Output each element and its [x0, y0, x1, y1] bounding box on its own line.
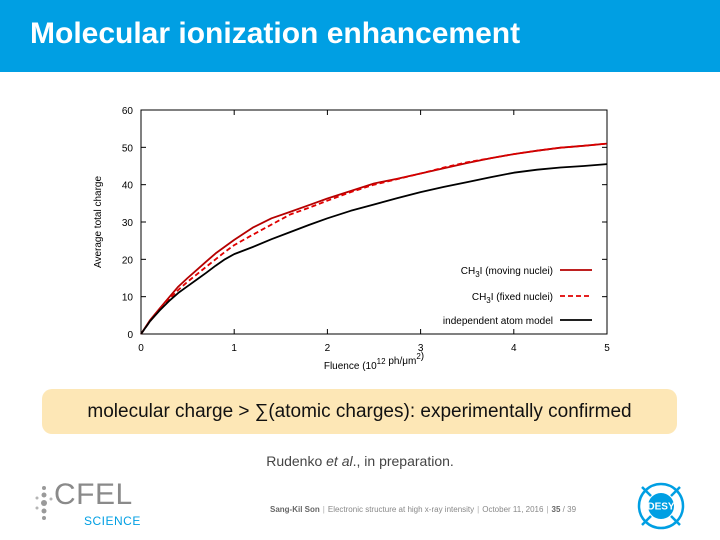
x-tick-label: 5	[604, 343, 610, 354]
footer-talk: Electronic structure at high x-ray inten…	[327, 505, 475, 514]
x-axis-label-part: ph/μm	[386, 356, 417, 367]
y-tick-label: 0	[127, 330, 133, 341]
desy-logo-text: DESY	[647, 502, 675, 513]
title-bar: Molecular ionization enhancement	[0, 0, 720, 72]
legend-label-text: I (moving nuclei)	[480, 266, 553, 277]
x-axis-label-superscript: 2	[416, 352, 421, 361]
legend-label-2: CH3I (fixed nuclei)	[472, 292, 553, 305]
legend-label-text: independent atom model	[443, 316, 553, 327]
citation-suffix: ., in preparation.	[352, 453, 454, 469]
y-tick-label: 50	[122, 143, 134, 154]
footer-author: Sang-Kil Son	[270, 505, 320, 514]
banner-text: molecular charge > ∑(atomic charges): ex…	[87, 401, 632, 422]
footer: Sang-Kil Son | Electronic structure at hig…	[270, 505, 577, 514]
y-tick-label: 20	[122, 255, 134, 266]
footer-total: / 39	[562, 505, 577, 514]
legend-label-1: CH3I (moving nuclei)	[461, 266, 553, 279]
legend-label-text: I (fixed nuclei)	[491, 292, 553, 303]
citation-prefix: Rudenko	[266, 453, 327, 469]
legend-label-3: independent atom model	[443, 316, 553, 327]
y-axis-label: Average total charge	[93, 176, 104, 269]
cfel-logo: CFEL SCIENCE	[32, 478, 142, 530]
footer-page: 35	[551, 505, 561, 514]
footer-date: October 11, 2016	[482, 505, 544, 514]
x-tick-label: 1	[231, 343, 237, 354]
x-tick-label: 3	[418, 343, 424, 354]
x-tick-label: 4	[511, 343, 517, 354]
cfel-logo-word: CFEL	[54, 478, 133, 511]
cfel-dots-icon	[35, 486, 53, 520]
series-line-3	[140, 163, 608, 335]
desy-logo: DESY	[637, 482, 685, 530]
x-axis-label: Fluence (1012 ph/μm2)	[324, 351, 424, 372]
citation: Rudenko et al., in preparation.	[0, 453, 720, 469]
x-axis-label-part: )	[421, 351, 424, 362]
slide-title: Molecular ionization enhancement	[30, 17, 521, 50]
legend-label-subscript: 3	[475, 270, 480, 279]
y-tick-label: 10	[122, 293, 134, 304]
x-axis-label-part: Fluence (10	[324, 361, 377, 372]
series-line-2	[140, 142, 608, 335]
legend-label-subscript: 3	[486, 296, 491, 305]
x-axis-label-superscript: 12	[377, 357, 386, 366]
x-tick-label: 2	[325, 343, 331, 354]
legend-label-text: CH	[461, 266, 475, 277]
cfel-logo-science: SCIENCE	[84, 514, 141, 528]
citation-italic: et al	[326, 453, 353, 469]
conclusion-banner: molecular charge > ∑(atomic charges): ex…	[42, 389, 677, 434]
y-tick-label: 40	[122, 181, 134, 192]
y-tick-label: 60	[122, 106, 134, 117]
x-tick-label: 0	[138, 343, 144, 354]
y-tick-label: 30	[122, 218, 134, 229]
series-line-1	[140, 142, 608, 335]
legend-label-text: CH	[472, 292, 486, 303]
